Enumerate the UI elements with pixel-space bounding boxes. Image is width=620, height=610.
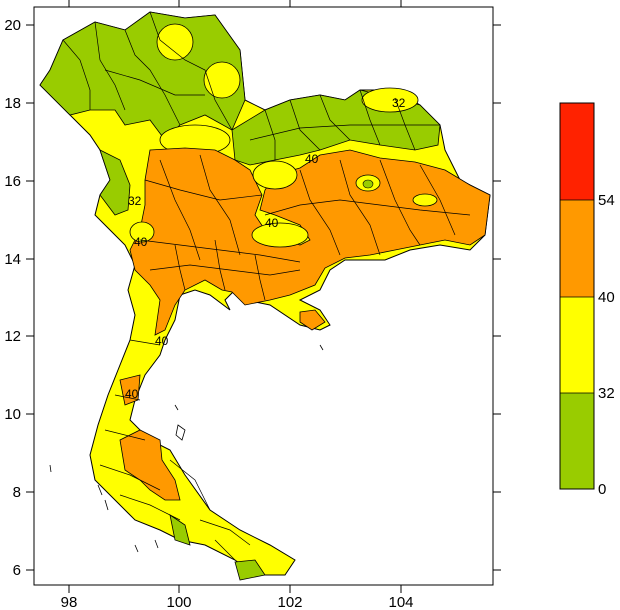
y-tick-label: 16 (4, 173, 21, 190)
east-coast-orange (299, 309, 326, 331)
axis-ticks (26, 0, 501, 593)
north-yellow-patch-1 (156, 23, 194, 61)
central-yellow-island-1 (252, 160, 298, 190)
colorbar-label: 32 (598, 385, 615, 402)
central-orange-region (129, 147, 491, 336)
north-yellow-patch-2 (203, 61, 241, 99)
x-axis-labels: 98 100 102 104 (61, 594, 414, 610)
y-tick-label: 18 (4, 95, 21, 112)
tip-green-patch (234, 559, 266, 581)
north-green-region (39, 11, 246, 141)
y-axis-labels: 6 8 10 12 14 16 18 20 (4, 17, 21, 579)
x-tick-label: 100 (166, 594, 191, 610)
contour-label: 40 (305, 152, 319, 166)
colorbar-label: 40 (598, 289, 615, 306)
contour-label: 40 (125, 387, 139, 401)
y-tick-label: 6 (13, 562, 21, 579)
northeast-yellow-patch (361, 87, 419, 113)
west-green-region (99, 149, 131, 216)
east-yellow-island-2 (412, 193, 438, 207)
south-green-patch (169, 514, 191, 546)
colorbar-bin-54-plus (560, 103, 594, 200)
y-tick-label: 14 (4, 251, 21, 268)
colorbar-frame (559, 102, 595, 490)
contour-label: 40 (155, 334, 169, 348)
central-yellow-island-2 (251, 222, 309, 248)
y-tick-label: 8 (13, 484, 21, 501)
y-tick-label: 12 (4, 328, 21, 345)
colorbar-label: 0 (598, 481, 606, 498)
colorbar-label: 54 (598, 192, 615, 209)
y-tick-label: 10 (4, 406, 21, 423)
x-tick-label: 102 (277, 594, 302, 610)
colorbar-bin-0-32 (560, 393, 594, 489)
province-boundaries (62, 11, 471, 561)
contour-labels: 40 40 40 32 32 40 40 (125, 96, 406, 401)
colorbar: 54 40 32 0 (559, 102, 615, 498)
contour-label: 40 (265, 216, 279, 230)
contour-label: 32 (392, 96, 406, 110)
x-tick-label: 98 (61, 594, 78, 610)
colorbar-bin-40-54 (560, 200, 594, 297)
x-tick-label: 104 (388, 594, 413, 610)
west-yellow-island (129, 221, 155, 243)
islands (49, 344, 324, 553)
colorbar-bin-32-40 (560, 297, 594, 393)
y-tick-label: 20 (4, 17, 21, 34)
east-green-dot (362, 179, 374, 189)
contour-label: 32 (128, 194, 142, 208)
contour-label: 40 (134, 235, 148, 249)
thailand-map (39, 11, 491, 581)
south-orange-region (119, 429, 181, 501)
